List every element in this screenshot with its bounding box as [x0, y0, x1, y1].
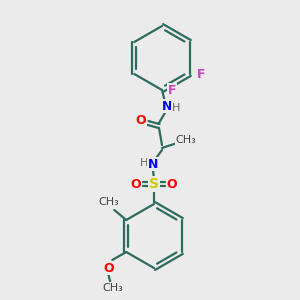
Text: S: S [149, 177, 159, 191]
Text: CH₃: CH₃ [176, 135, 197, 145]
Text: N: N [162, 100, 172, 112]
Text: O: O [136, 115, 146, 128]
Text: N: N [148, 158, 158, 170]
Text: F: F [196, 68, 205, 80]
Text: H: H [140, 158, 148, 168]
Text: O: O [131, 178, 141, 190]
Text: H: H [172, 103, 180, 113]
Text: CH₃: CH₃ [102, 283, 123, 293]
Text: CH₃: CH₃ [98, 197, 119, 207]
Text: F: F [168, 83, 176, 97]
Text: O: O [103, 262, 114, 275]
Text: O: O [167, 178, 177, 190]
